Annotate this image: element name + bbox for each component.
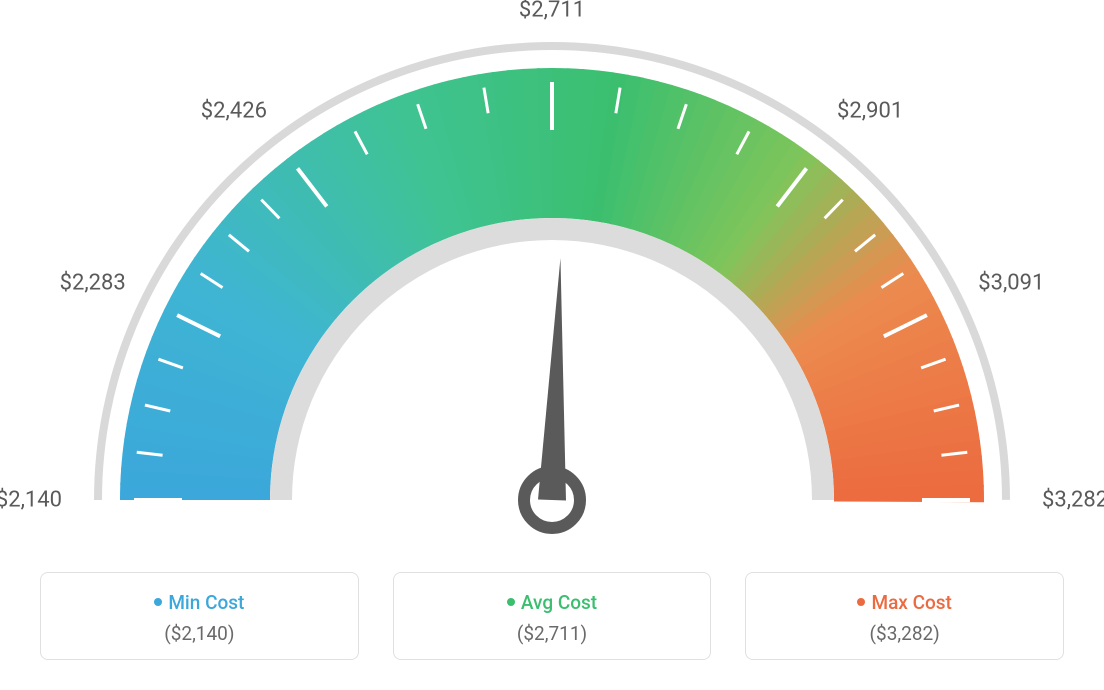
legend-title-text: Min Cost xyxy=(168,591,244,614)
legend-title-avg: Avg Cost xyxy=(404,591,701,614)
legend-card-avg: Avg Cost ($2,711) xyxy=(393,572,712,660)
legend-title-max: Max Cost xyxy=(756,591,1053,614)
needle xyxy=(538,258,566,500)
legend-card-max: Max Cost ($3,282) xyxy=(745,572,1064,660)
legend-title-text: Max Cost xyxy=(871,591,951,614)
legend-value-avg: ($2,711) xyxy=(404,622,701,645)
gauge-tick-label: $3,282 xyxy=(1042,488,1104,513)
gauge-tick-label: $2,283 xyxy=(60,271,126,296)
legend-dot-icon xyxy=(857,598,865,606)
gauge-tick-label: $2,901 xyxy=(837,99,903,124)
legend-row: Min Cost ($2,140) Avg Cost ($2,711) Max Cost… xyxy=(40,572,1064,660)
legend-dot-icon xyxy=(507,598,515,606)
gauge-tick-label: $2,711 xyxy=(519,0,585,23)
gauge-tick-label: $2,140 xyxy=(0,488,62,513)
gauge-area: $2,140 $2,283 $2,426 $2,711 $2,901 $3,091 $3,2… xyxy=(0,0,1104,560)
legend-card-min: Min Cost ($2,140) xyxy=(40,572,359,660)
legend-dot-icon xyxy=(154,598,162,606)
gauge-tick-label: $3,091 xyxy=(978,271,1044,296)
legend-value-max: ($3,282) xyxy=(756,622,1053,645)
gauge-chart-container: $2,140 $2,283 $2,426 $2,711 $2,901 $3,091 $3,2… xyxy=(0,0,1104,690)
legend-title-min: Min Cost xyxy=(51,591,348,614)
gauge-tick-label: $2,426 xyxy=(201,99,267,124)
gauge-svg xyxy=(0,0,1104,560)
legend-title-text: Avg Cost xyxy=(521,591,597,614)
legend-value-min: ($2,140) xyxy=(51,622,348,645)
